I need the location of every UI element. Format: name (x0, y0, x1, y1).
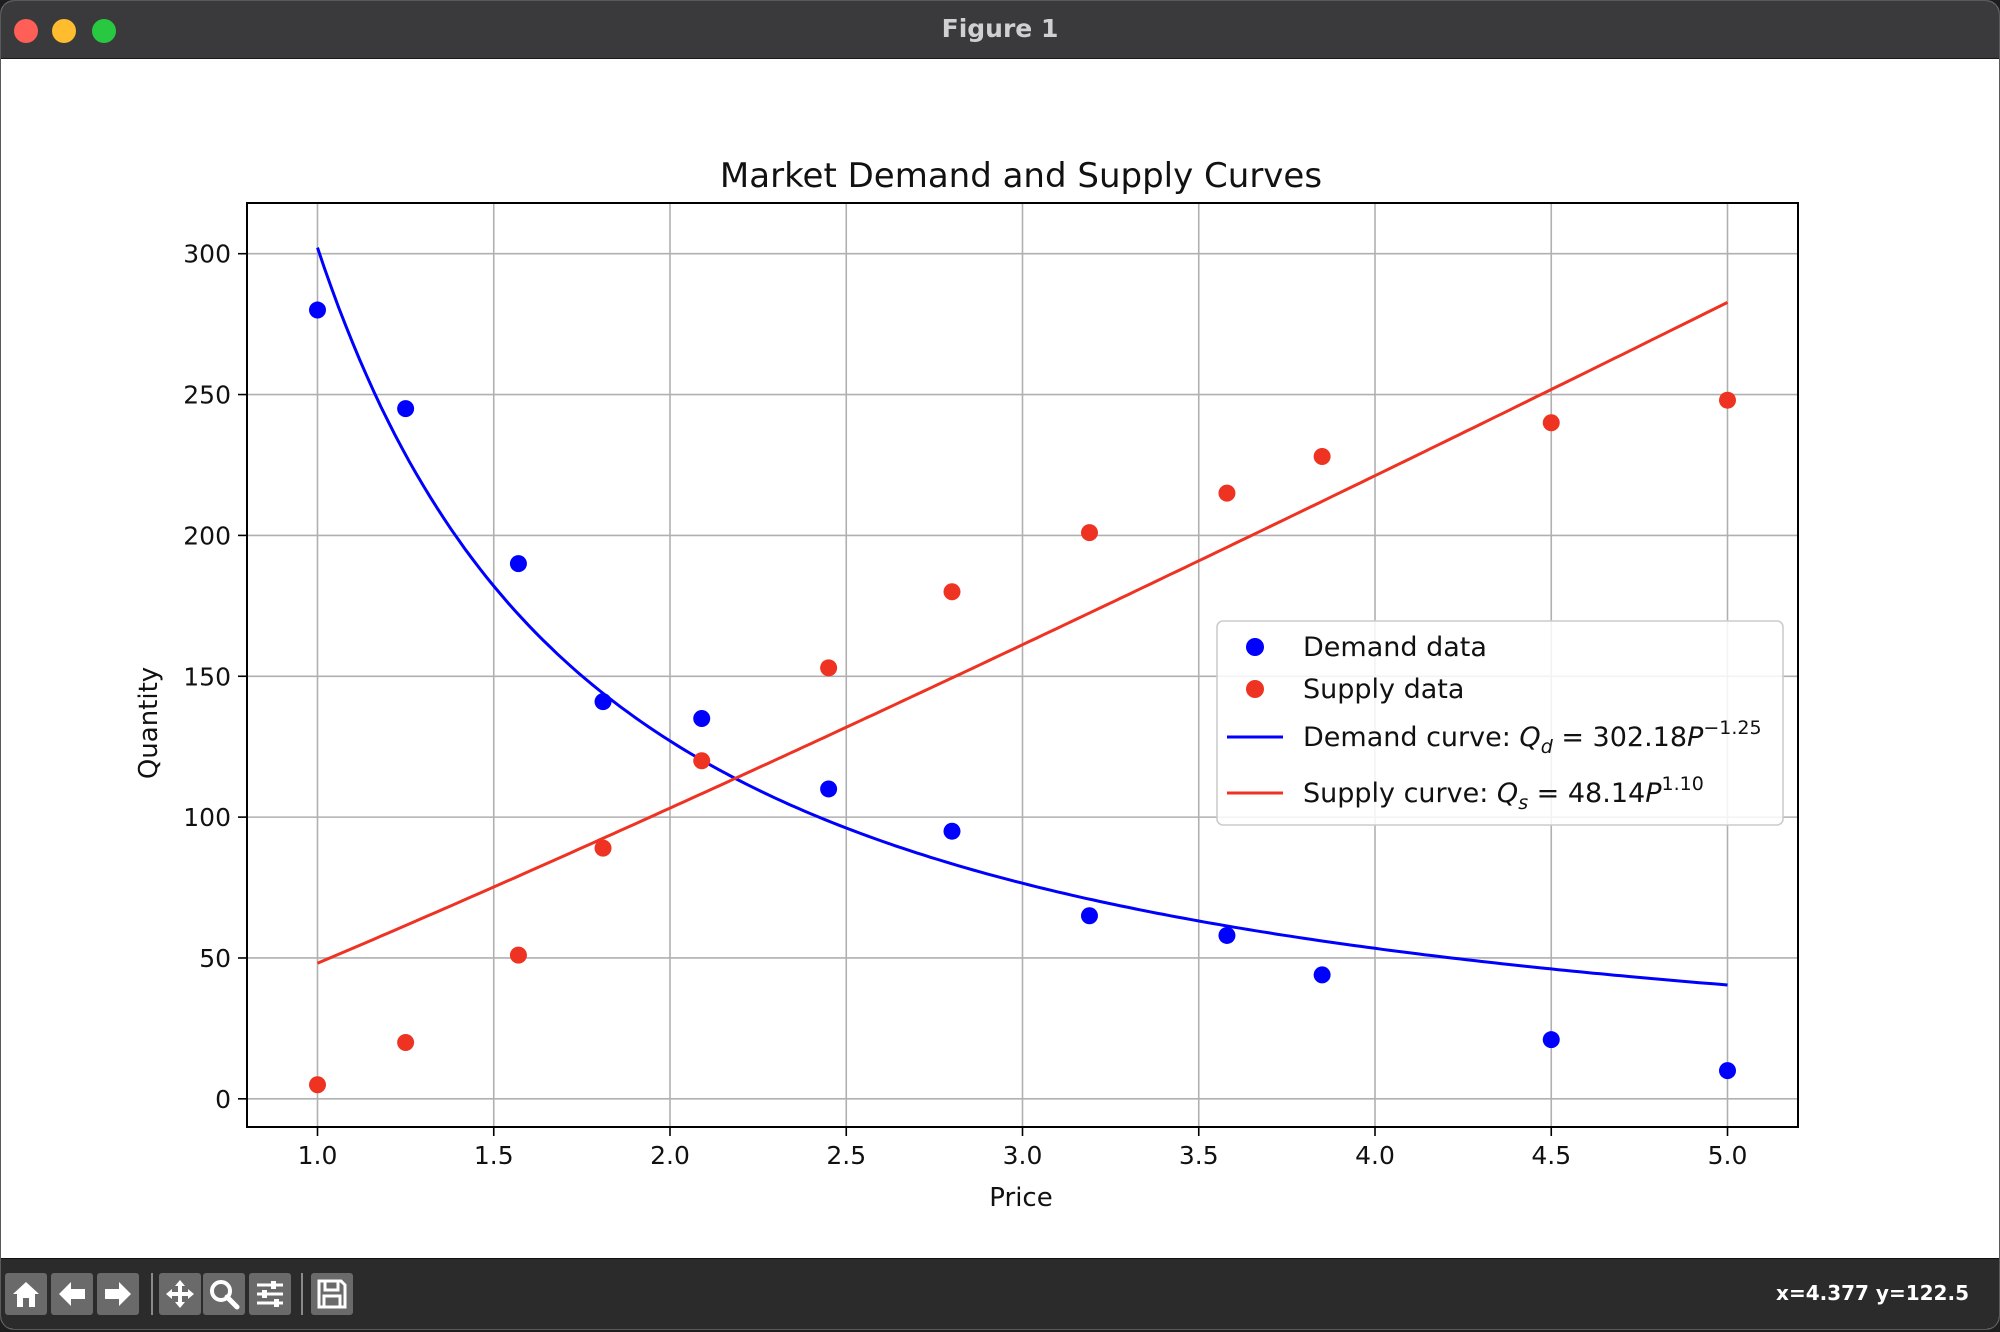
supply-data-point (820, 659, 838, 677)
demand-data-point (1080, 907, 1098, 925)
x-tick-label: 4.0 (1355, 1141, 1395, 1170)
back-button[interactable] (51, 1273, 93, 1315)
save-icon (317, 1279, 347, 1309)
demand-data-point (943, 822, 961, 840)
supply-data-point (693, 752, 711, 770)
maximize-button[interactable] (92, 19, 116, 43)
supply-data-point (397, 1033, 415, 1051)
supply-data-point (509, 946, 527, 964)
chart-title: Market Demand and Supply Curves (720, 156, 1322, 196)
supply-data-point (1719, 391, 1736, 409)
x-tick-label: 3.0 (1003, 1141, 1043, 1170)
save-button[interactable] (311, 1273, 353, 1315)
home-button[interactable] (5, 1273, 47, 1315)
data-points (309, 301, 1736, 1094)
plot-frame (246, 202, 1799, 1128)
toolbar-separator (151, 1273, 153, 1315)
demand-curve-line (316, 247, 1728, 987)
fitted-curves (316, 247, 1729, 987)
demand-data-point (397, 400, 415, 418)
zoom-icon (210, 1280, 240, 1310)
supply-data-point (1080, 524, 1098, 542)
demand-data-point (1719, 1062, 1736, 1080)
supply-data-point (309, 1076, 326, 1094)
zoom-button[interactable] (203, 1273, 245, 1315)
y-tick-label: 100 (183, 803, 231, 832)
toolbar-separator (301, 1273, 303, 1315)
legend-box (1216, 620, 1784, 826)
chart: Market Demand and Supply Curves 1.0 1.5 2.… (134, 156, 1799, 1213)
title-bar[interactable]: Figure 1 (1, 1, 1999, 59)
supply-data-point (1313, 448, 1331, 466)
pan-icon (166, 1280, 194, 1308)
x-tick-label: 3.5 (1179, 1141, 1219, 1170)
legend-label: Demand curve: Qd = 302.18P−1.25 (1303, 717, 1762, 758)
navigation-toolbar: x=4.377 y=122.5 (1, 1258, 1999, 1329)
x-tick-label: 5.0 (1708, 1141, 1748, 1170)
forward-button[interactable] (97, 1273, 139, 1315)
forward-icon (105, 1282, 131, 1306)
x-tick-label: 2.5 (826, 1141, 866, 1170)
demand-data-point (594, 693, 612, 711)
y-tick-label: 0 (215, 1085, 231, 1114)
supply-data-point (1218, 484, 1236, 502)
y-tick-label: 200 (183, 521, 231, 550)
x-tick-label: 4.5 (1531, 1141, 1571, 1170)
configure-subplots-icon (257, 1281, 283, 1307)
demand-data-point (1313, 966, 1331, 984)
axis-ticks: 1.0 1.5 2.0 2.5 3.0 3.5 4.0 4.5 5.0 0 50 100 150 200 2… (183, 240, 1747, 1170)
minimize-button[interactable] (52, 19, 76, 43)
back-icon (59, 1282, 85, 1306)
x-tick-label: 1.5 (474, 1141, 514, 1170)
legend-label: Supply curve: Qs = 48.14P1.10 (1303, 773, 1704, 814)
supply-curve-line (316, 301, 1729, 965)
legend: Demand data Supply data Demand curve: Qd =… (1216, 620, 1784, 826)
demand-data-point (509, 555, 527, 573)
supply-data-point (943, 583, 961, 601)
legend-marker (1246, 680, 1264, 698)
legend-label: Supply data (1303, 674, 1464, 705)
y-tick-label: 300 (183, 240, 231, 269)
demand-data-point (309, 301, 326, 319)
close-button[interactable] (14, 19, 38, 43)
demand-data-point (1542, 1031, 1560, 1049)
legend-label: Demand data (1303, 632, 1487, 663)
pan-button[interactable] (159, 1273, 201, 1315)
supply-data-point (594, 839, 612, 857)
demand-data-point (1218, 926, 1236, 944)
configure-subplots-button[interactable] (249, 1273, 291, 1315)
plot-canvas[interactable]: Market Demand and Supply Curves 1.0 1.5 2.… (1, 59, 1999, 1259)
demand-data-point (820, 780, 838, 798)
x-axis-label: Price (989, 1183, 1052, 1213)
y-tick-label: 250 (183, 381, 231, 410)
x-tick-label: 1.0 (298, 1141, 338, 1170)
y-axis-label: Quantity (134, 667, 164, 779)
y-tick-label: 50 (199, 944, 231, 973)
cursor-coordinates: x=4.377 y=122.5 (1776, 1281, 1969, 1305)
window-title: Figure 1 (941, 14, 1059, 43)
supply-data-point (1542, 414, 1560, 432)
demand-data-point (693, 710, 711, 728)
legend-marker (1246, 638, 1264, 656)
x-tick-label: 2.0 (650, 1141, 690, 1170)
home-icon (13, 1282, 39, 1307)
y-tick-label: 150 (183, 662, 231, 691)
